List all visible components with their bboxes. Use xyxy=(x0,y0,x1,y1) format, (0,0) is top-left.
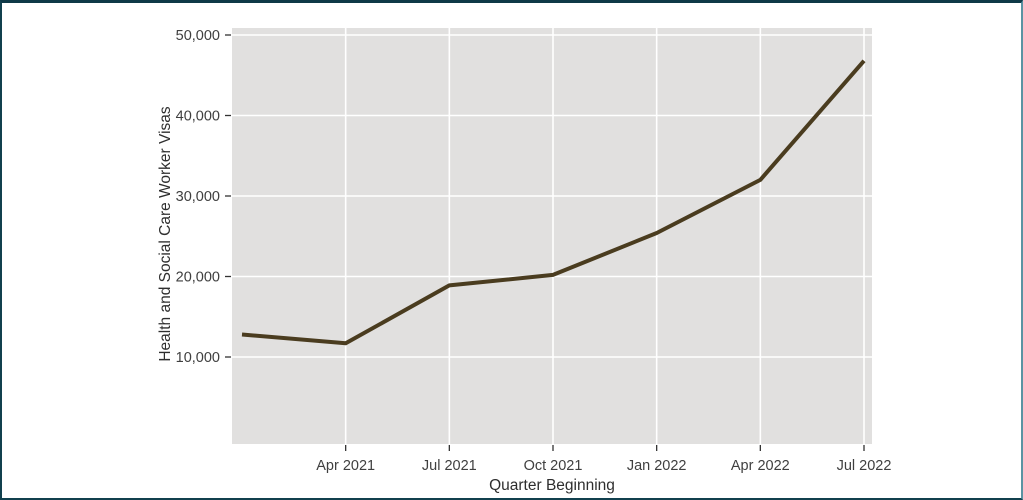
x-tick-label: Jan 2022 xyxy=(627,458,687,474)
visa-trend-line xyxy=(241,59,866,346)
x-axis-title: Quarter Beginning xyxy=(489,477,615,494)
y-tick-label: 10,000 xyxy=(176,350,220,366)
y-axis-title: Health and Social Care Worker Visas xyxy=(157,106,174,362)
x-tick-label: Oct 2021 xyxy=(524,458,583,474)
y-tick-label: 30,000 xyxy=(176,189,220,205)
y-tick-label: 40,000 xyxy=(176,109,220,125)
plot-panel xyxy=(232,28,872,444)
x-tick-label: Jul 2021 xyxy=(422,458,477,474)
x-tick-label: Apr 2022 xyxy=(731,458,790,474)
y-tick-label: 20,000 xyxy=(176,270,220,286)
line-chart: 10,000 20,000 30,000 40,000 50,000 Apr 2021 Ju… xyxy=(157,28,892,494)
x-tick-label: Apr 2021 xyxy=(316,458,375,474)
x-tick-label: Jul 2022 xyxy=(837,458,892,474)
y-tick-label: 50,000 xyxy=(176,28,220,44)
plot-layer: 10,000 20,000 30,000 40,000 50,000 Apr 2021 Ju… xyxy=(176,28,892,474)
